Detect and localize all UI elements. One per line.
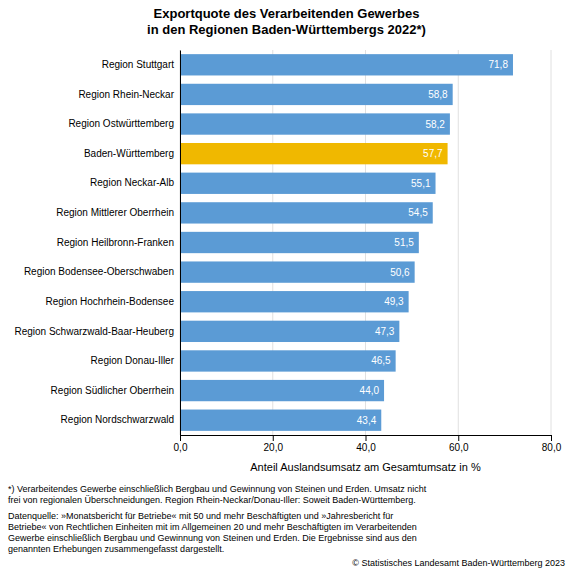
y-tick: Region Bodensee-Oberschwaben <box>24 266 174 277</box>
x-axis: 0,0 20,0 40,0 60,0 80,0 <box>174 435 562 453</box>
x-tick: 0,0 <box>174 435 188 453</box>
title-line: Exportquote des Verarbeitenden Gewerbes <box>154 6 420 21</box>
data-label: 43,4 <box>357 415 377 426</box>
bar <box>180 173 436 194</box>
y-tick: Region Ostwürttemberg <box>68 118 174 129</box>
title: Exportquote des Verarbeitenden Gewerbesi… <box>147 6 426 37</box>
footnote: *) Verarbeitendes Gewerbe einschließlich… <box>8 484 427 505</box>
footnote: Datenquelle: »Monatsbericht für Betriebe… <box>8 511 417 554</box>
y-tick-label: Region Schwarzwald-Baar-Heuberg <box>14 326 174 337</box>
y-tick: Region Donau-Iller <box>91 355 175 366</box>
data-label: 46,5 <box>371 355 391 366</box>
y-tick-label: Region Neckar-Alb <box>90 177 174 188</box>
data-label: 58,2 <box>425 119 445 130</box>
y-tick-label: Region Donau-Iller <box>91 355 175 366</box>
x-tick-label: 80,0 <box>542 442 562 453</box>
footnote-line: Betriebe« von Rechtlichen Einheiten mit … <box>8 522 417 532</box>
bar <box>180 410 381 431</box>
footnote-line: Datenquelle: »Monatsbericht für Betriebe… <box>8 511 393 521</box>
y-tick-label: Region Nordschwarzwald <box>61 414 174 425</box>
x-tick-label: 0,0 <box>174 442 188 453</box>
x-tick: 20,0 <box>264 435 284 453</box>
bar <box>180 202 433 223</box>
y-tick-label: Region Heilbronn-Franken <box>57 237 174 248</box>
x-tick-mark <box>551 435 552 441</box>
data-label: 51,5 <box>394 237 414 248</box>
data-label: 50,6 <box>390 267 410 278</box>
bar <box>180 321 399 342</box>
x-tick: 40,0 <box>356 435 376 453</box>
y-tick: Region Hochrhein-Bodensee <box>46 296 175 307</box>
y-tick: Region Südlicher Oberrhein <box>51 385 174 396</box>
y-tick: Region Mittlerer Oberrhein <box>56 207 174 218</box>
data-label: 57,7 <box>423 148 443 159</box>
y-tick: Baden-Württemberg <box>84 148 174 159</box>
y-tick-label: Region Hochrhein-Bodensee <box>46 296 175 307</box>
copyright: © Statistisches Landesamt Baden-Württemb… <box>352 558 565 568</box>
y-tick: Region Heilbronn-Franken <box>57 237 174 248</box>
y-tick: Region Stuttgart <box>102 59 174 70</box>
data-label: 49,3 <box>384 296 404 307</box>
y-tick-label: Region Südlicher Oberrhein <box>51 385 174 396</box>
bar <box>180 350 396 371</box>
title-line: in den Regionen Baden-Württembergs 2022*… <box>147 22 426 37</box>
x-tick: 80,0 <box>542 435 562 453</box>
grid-line <box>180 50 181 435</box>
bar <box>180 113 450 134</box>
grid-line <box>458 50 459 435</box>
y-tick-label: Region Rhein-Neckar <box>78 89 174 100</box>
bar <box>180 143 448 164</box>
y-tick: Region Nordschwarzwald <box>61 414 174 425</box>
y-tick: Region Neckar-Alb <box>90 177 174 188</box>
x-tick-mark <box>366 435 367 441</box>
y-tick-label: Region Mittlerer Oberrhein <box>56 207 174 218</box>
bar <box>180 380 384 401</box>
bar <box>180 232 419 253</box>
data-label: 47,3 <box>375 326 395 337</box>
grid <box>180 50 551 435</box>
x-tick-mark <box>458 435 459 441</box>
footnote-line: Gewerbe einschließlich Bergbau und Gewin… <box>8 533 417 543</box>
y-tick-label: Region Bodensee-Oberschwaben <box>24 266 174 277</box>
y-tick-label: Region Ostwürttemberg <box>68 118 174 129</box>
y-tick: Region Rhein-Neckar <box>78 89 174 100</box>
data-label: 55,1 <box>411 178 431 189</box>
bar <box>180 84 453 105</box>
y-axis-line <box>180 51 181 436</box>
y-tick-label: Region Stuttgart <box>102 59 174 70</box>
data-label: 71,8 <box>489 59 509 70</box>
x-tick-mark <box>180 435 181 441</box>
y-tick: Region Schwarzwald-Baar-Heuberg <box>14 326 174 337</box>
bar <box>180 291 409 312</box>
plot: 71,8 58,8 58,2 57,7 55,1 54,5 51,5 50,6 49,3 47,3… <box>14 50 561 453</box>
x-tick-label: 20,0 <box>264 442 284 453</box>
data-labels: 71,8 58,8 58,2 57,7 55,1 54,5 51,5 50,6 49,3 47,3… <box>357 59 509 425</box>
x-tick-mark <box>273 435 274 441</box>
x-tick: 60,0 <box>449 435 469 453</box>
x-tick-label: 60,0 <box>449 442 469 453</box>
x-axis-line <box>181 436 552 442</box>
chart: Exportquote des Verarbeitenden Gewerbesi… <box>0 0 573 572</box>
data-label: 58,8 <box>428 89 448 100</box>
bars <box>180 54 513 431</box>
bar <box>180 54 513 75</box>
footnote-line: frei von regionalen Überschneidungen. Re… <box>8 495 416 505</box>
x-tick-label: 40,0 <box>356 442 376 453</box>
data-label: 44,0 <box>360 385 380 396</box>
x-axis-title: Anteil Auslandsumsatz am Gesamtumsatz in… <box>250 461 481 473</box>
y-axis: Region Stuttgart Region Rhein-Neckar Regio… <box>14 51 180 436</box>
bar <box>180 261 415 282</box>
footnote-line: *) Verarbeitendes Gewerbe einschließlich… <box>8 484 427 494</box>
y-tick-label: Baden-Württemberg <box>84 148 174 159</box>
footnote-line: genannten Erhebungen zusammengefasst dar… <box>8 544 224 554</box>
data-label: 54,5 <box>408 207 428 218</box>
grid-line <box>551 50 552 435</box>
